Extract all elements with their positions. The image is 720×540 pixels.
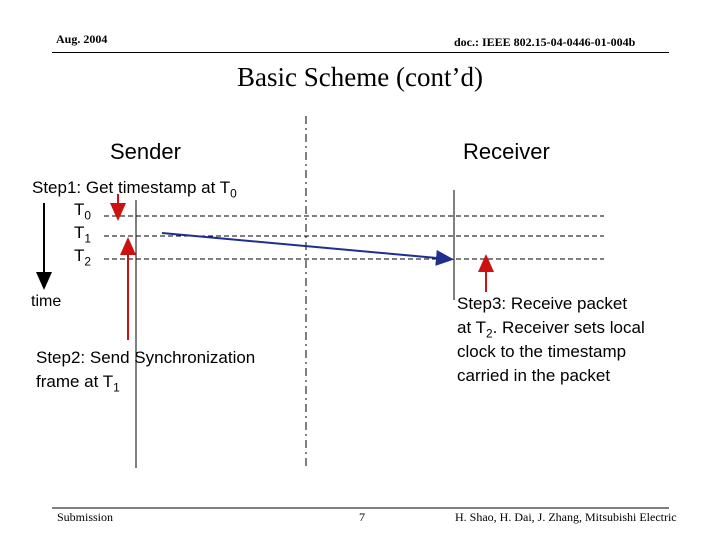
step1-label: Step1: Get timestamp at T0 bbox=[32, 176, 237, 200]
step2-label: Step2: Send Synchronization frame at T1 bbox=[36, 346, 255, 394]
step3-line2: at T2. Receiver sets local bbox=[457, 316, 645, 340]
step3-line2-pre: at T bbox=[457, 318, 486, 337]
step3-line1: Step3: Receive packet bbox=[457, 294, 628, 313]
footer-authors: H. Shao, H. Dai, J. Zhang, Mitsubishi El… bbox=[455, 510, 677, 524]
header-rule bbox=[52, 52, 669, 53]
t0-base: T bbox=[74, 200, 85, 219]
step2-line2-text: frame at T bbox=[36, 372, 114, 391]
t0-label: T0 bbox=[74, 198, 91, 222]
step3-line4: carried in the packet bbox=[457, 366, 611, 385]
header-doc-id: doc.: IEEE 802.15-04-0446-01-004b bbox=[454, 35, 636, 49]
footer-left: Submission bbox=[57, 510, 114, 524]
t0-sub: 0 bbox=[84, 208, 92, 223]
t2-base: T bbox=[74, 246, 85, 265]
step1-text: Step1: Get timestamp at T bbox=[32, 178, 231, 197]
step2-line2-sub: 1 bbox=[113, 380, 120, 395]
step3-line2-sub: 2 bbox=[485, 326, 493, 341]
t1-label: T1 bbox=[74, 221, 91, 245]
t2-label: T2 bbox=[74, 244, 91, 268]
step2-line2: frame at T1 bbox=[36, 370, 255, 394]
sync-frame-arrow bbox=[161, 232, 454, 266]
slide-title: Basic Scheme (cont’d) bbox=[237, 62, 483, 92]
step2-line1: Step2: Send Synchronization bbox=[36, 348, 256, 367]
step1-sub: 0 bbox=[230, 186, 237, 201]
footer-page-number: 7 bbox=[359, 510, 365, 524]
t1-base: T bbox=[74, 223, 85, 242]
step3-line2-post: . Receiver sets local bbox=[492, 318, 645, 337]
sender-label: Sender bbox=[110, 139, 181, 164]
header-date: Aug. 2004 bbox=[56, 32, 108, 46]
step3-line3: clock to the timestamp bbox=[457, 342, 627, 361]
time-axis-label: time bbox=[31, 293, 62, 310]
step3-label: Step3: Receive packet at T2. Receiver se… bbox=[457, 292, 645, 388]
receiver-label: Receiver bbox=[463, 139, 550, 164]
t2-sub: 2 bbox=[84, 254, 92, 269]
t1-sub: 1 bbox=[84, 231, 92, 246]
